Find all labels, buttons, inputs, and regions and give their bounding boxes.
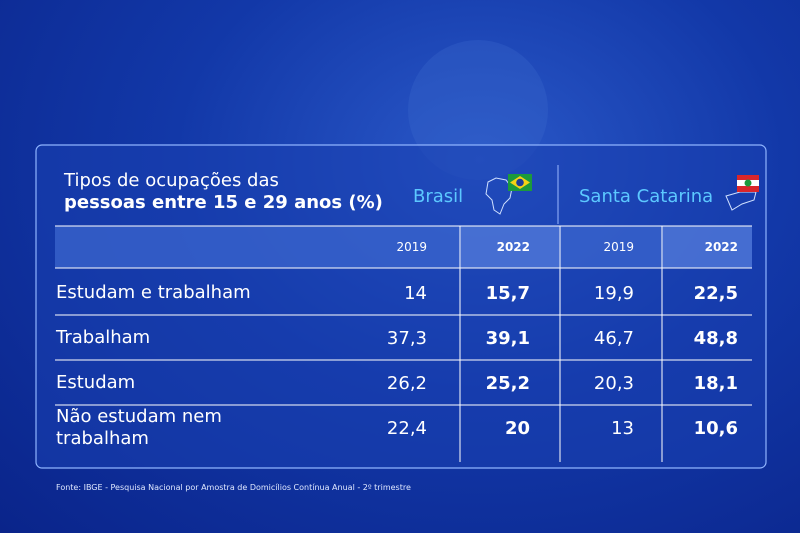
cell-value: 13 bbox=[611, 417, 634, 439]
header-cell bbox=[461, 226, 559, 268]
title: pessoas entre 15 e 29 anos (%) bbox=[64, 192, 383, 213]
title: Tipos de ocupações das bbox=[64, 170, 279, 191]
cell-value: 20 bbox=[504, 417, 530, 439]
grid bbox=[55, 225, 752, 462]
cell-value: 15,7 bbox=[485, 282, 530, 304]
cell-value: 46,7 bbox=[593, 327, 634, 349]
row-label: Estudam e trabalham bbox=[56, 282, 251, 303]
year-label: 2022 bbox=[496, 240, 530, 254]
cell-value: 48,8 bbox=[693, 327, 738, 349]
region-label: Brasil bbox=[413, 186, 464, 207]
cell-value: 20,3 bbox=[593, 372, 634, 394]
year-label: 2019 bbox=[603, 240, 634, 254]
cell-value: 25,2 bbox=[485, 372, 530, 394]
cell-value: 10,6 bbox=[693, 417, 738, 439]
cell-value: 26,2 bbox=[386, 372, 427, 394]
santa-catarina-flag bbox=[725, 175, 759, 211]
cell-value: 22,4 bbox=[386, 417, 427, 439]
cell-value: 14 bbox=[404, 282, 427, 304]
header-band bbox=[55, 226, 752, 268]
header-cell bbox=[663, 226, 752, 268]
source: Fonte: IBGE - Pesquisa Nacional por Amos… bbox=[56, 483, 411, 492]
cell-value: 22,5 bbox=[693, 282, 738, 304]
row-label: Não estudam nem trabalham bbox=[56, 406, 222, 449]
cell-value: 37,3 bbox=[386, 327, 427, 349]
year-label: 2022 bbox=[704, 240, 738, 254]
row-label: Estudam bbox=[56, 372, 136, 393]
cell-value: 18,1 bbox=[693, 372, 738, 394]
row-label: Trabalham bbox=[56, 327, 151, 348]
region-label: Santa Catarina bbox=[579, 186, 714, 207]
year-label: 2019 bbox=[396, 240, 427, 254]
brazil-flag bbox=[485, 174, 532, 215]
cell-value: 19,9 bbox=[593, 282, 634, 304]
cell-value: 39,1 bbox=[485, 327, 530, 349]
